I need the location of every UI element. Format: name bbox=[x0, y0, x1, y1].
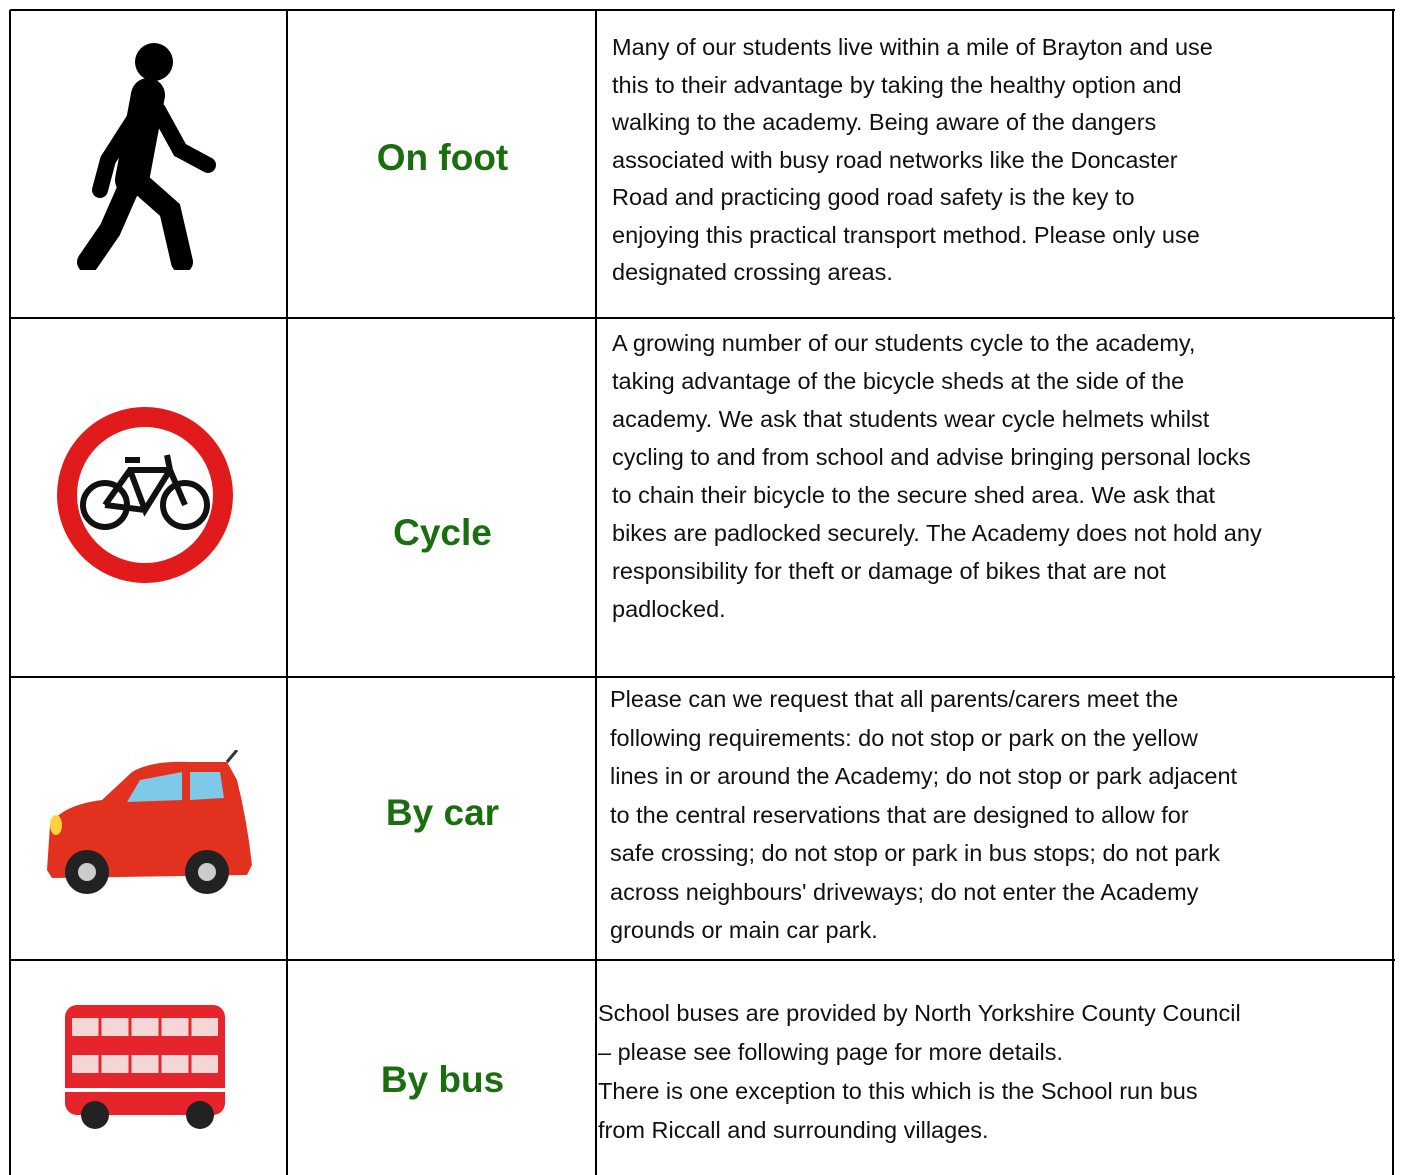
description-line: – please see following page for more det… bbox=[598, 1039, 1064, 1065]
description-line: A growing number of our students cycle t… bbox=[612, 330, 1196, 356]
description-line: academy. We ask that students wear cycle… bbox=[612, 406, 1210, 432]
border bbox=[10, 676, 1395, 678]
description-line: School buses are provided by North Yorks… bbox=[598, 1000, 1241, 1026]
description-line: taking advantage of the bicycle sheds at… bbox=[612, 368, 1185, 394]
description-line: enjoying this practical transport method… bbox=[612, 221, 1200, 248]
description-line: this to their advantage by taking the he… bbox=[612, 71, 1182, 98]
description-line: bikes are padlocked securely. The Academ… bbox=[612, 520, 1262, 546]
description-line: from Riccall and surrounding villages. bbox=[598, 1117, 989, 1143]
description-line: walking to the academy. Being aware of t… bbox=[612, 109, 1157, 135]
description-line: Please can we request that all parents/c… bbox=[610, 686, 1179, 712]
description-line: associated with busy road networks like … bbox=[612, 146, 1178, 173]
border bbox=[286, 10, 288, 1175]
description-line: Road and practicing good road safety is … bbox=[612, 184, 1135, 210]
description-line: lines in or around the Academy; do not s… bbox=[610, 763, 1238, 789]
description-line: grounds or main car park. bbox=[610, 917, 878, 943]
description-line: responsibility for theft or damage of bi… bbox=[612, 558, 1166, 584]
description-line: There is one exception to this which is … bbox=[598, 1078, 1198, 1104]
description-line: designated crossing areas. bbox=[612, 259, 893, 285]
border bbox=[10, 959, 1395, 961]
description-line: across neighbours' driveways; do not ent… bbox=[610, 878, 1199, 905]
description-line: cycling to and from school and advise br… bbox=[612, 444, 1251, 470]
border bbox=[9, 10, 11, 1175]
car-icon bbox=[47, 750, 252, 894]
mode-label: By bus bbox=[380, 1059, 505, 1100]
description-line: following requirements: do not stop or p… bbox=[610, 724, 1198, 751]
border bbox=[595, 10, 597, 1175]
description-line: to chain their bicycle to the secure she… bbox=[612, 482, 1216, 508]
description-line: to the central reservations that are des… bbox=[610, 801, 1189, 828]
walker-icon bbox=[77, 43, 216, 270]
description-line: Many of our students live within a mile … bbox=[612, 34, 1213, 60]
description-line: padlocked. bbox=[612, 596, 726, 622]
description-line: safe crossing; do not stop or park in bu… bbox=[610, 840, 1221, 866]
mode-label: By car bbox=[385, 792, 500, 833]
mode-label: On foot bbox=[376, 137, 509, 178]
border bbox=[10, 9, 1395, 11]
bus-icon bbox=[65, 1005, 225, 1129]
border bbox=[10, 317, 1395, 319]
mode-label: Cycle bbox=[393, 512, 492, 553]
border bbox=[1392, 10, 1394, 1175]
cycle-sign-icon bbox=[57, 407, 233, 583]
